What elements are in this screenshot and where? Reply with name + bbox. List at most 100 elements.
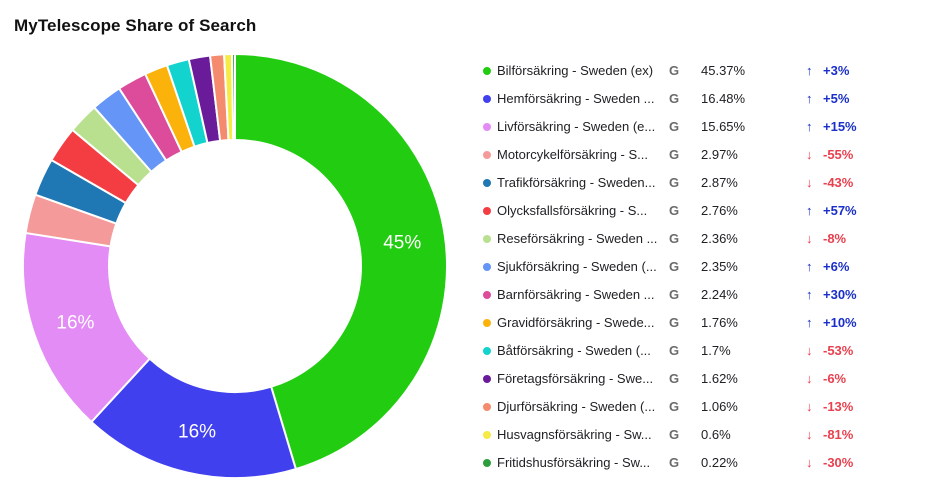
legend-row[interactable]: Fritidshusförsäkring - Sw... G 0.22% ↓ -30% [480, 449, 920, 477]
google-g-icon: G [669, 315, 680, 330]
legend-row[interactable]: Motorcykelförsäkring - S... G 2.97% ↓ -55% [480, 141, 920, 169]
arrow-down-icon: ↓ [806, 455, 813, 470]
legend-row[interactable]: Sjukförsäkring - Sweden (... G 2.35% ↑ +6% [480, 253, 920, 281]
legend-change-value: +6% [823, 259, 850, 274]
legend-share-value: 2.35% [701, 259, 738, 274]
arrow-down-icon: ↓ [806, 371, 813, 386]
legend-label: Trafikförsäkring - Sweden... [497, 175, 656, 190]
legend-label: Motorcykelförsäkring - S... [497, 147, 648, 162]
legend-share-value: 2.97% [701, 147, 738, 162]
arrow-down-icon: ↓ [806, 175, 813, 190]
legend-row[interactable]: Livförsäkring - Sweden (e... G 15.65% ↑ +15% [480, 113, 920, 141]
legend-change-value: +57% [823, 203, 857, 218]
donut-chart: 45% 16% 16% [22, 52, 448, 479]
legend-dot-icon [483, 291, 491, 299]
legend-row[interactable]: Gravidförsäkring - Swede... G 1.76% ↑ +10% [480, 309, 920, 337]
legend-share-value: 1.06% [701, 399, 738, 414]
legend-label: Livförsäkring - Sweden (e... [497, 119, 656, 134]
google-g-icon: G [669, 343, 680, 358]
legend-dot-icon [483, 123, 491, 131]
legend-row[interactable]: Företagsförsäkring - Swe... G 1.62% ↓ -6% [480, 365, 920, 393]
arrow-up-icon: ↑ [806, 259, 813, 274]
legend-row[interactable]: Trafikförsäkring - Sweden... G 2.87% ↓ -43% [480, 169, 920, 197]
google-g-icon: G [669, 287, 680, 302]
legend-change-value: +15% [823, 119, 857, 134]
arrow-up-icon: ↑ [806, 119, 813, 134]
legend-label: Olycksfallsförsäkring - S... [497, 203, 648, 218]
legend-dot-icon [483, 207, 491, 215]
arrow-down-icon: ↓ [806, 427, 813, 442]
legend-dot-icon [483, 235, 491, 243]
legend-row[interactable]: Olycksfallsförsäkring - S... G 2.76% ↑ +57% [480, 197, 920, 225]
legend-change-value: +3% [823, 63, 850, 78]
legend-share-value: 0.22% [701, 455, 738, 470]
arrow-up-icon: ↑ [806, 91, 813, 106]
legend-row[interactable]: Barnförsäkring - Sweden ... G 2.24% ↑ +30% [480, 281, 920, 309]
legend-share-value: 1.62% [701, 371, 738, 386]
legend-row[interactable]: Båtförsäkring - Sweden (... G 1.7% ↓ -53% [480, 337, 920, 365]
arrow-up-icon: ↑ [806, 63, 813, 78]
legend-dot-icon [483, 375, 491, 383]
legend-dot-icon [483, 403, 491, 411]
legend-change-value: +10% [823, 315, 857, 330]
legend-share-value: 1.7% [701, 343, 731, 358]
donut-slice[interactable] [234, 52, 448, 471]
slice-label: 16% [178, 422, 216, 443]
arrow-up-icon: ↑ [806, 203, 813, 218]
legend-dot-icon [483, 151, 491, 159]
google-g-icon: G [669, 371, 680, 386]
legend-change-value: +5% [823, 91, 850, 106]
google-g-icon: G [669, 175, 680, 190]
arrow-down-icon: ↓ [806, 147, 813, 162]
legend-share-value: 2.36% [701, 231, 738, 246]
donut-slice[interactable] [89, 357, 298, 479]
legend-row[interactable]: Bilförsäkring - Sweden (ex) G 45.37% ↑ +3% [480, 57, 920, 85]
legend-row[interactable]: Djurförsäkring - Sweden (... G 1.06% ↓ -13% [480, 393, 920, 421]
google-g-icon: G [669, 427, 680, 442]
legend-change-value: -53% [823, 343, 854, 358]
legend-label: Båtförsäkring - Sweden (... [497, 343, 651, 358]
legend-share-value: 2.24% [701, 287, 738, 302]
google-g-icon: G [669, 231, 680, 246]
legend-label: Hemförsäkring - Sweden ... [497, 91, 655, 106]
legend-dot-icon [483, 95, 491, 103]
legend-share-value: 2.87% [701, 175, 738, 190]
legend-share-value: 45.37% [701, 63, 746, 78]
legend-label: Gravidförsäkring - Swede... [497, 315, 655, 330]
slice-label: 16% [56, 313, 94, 334]
donut-slice[interactable] [231, 52, 236, 142]
legend-share-value: 2.76% [701, 203, 738, 218]
arrow-down-icon: ↓ [806, 399, 813, 414]
legend-label: Sjukförsäkring - Sweden (... [497, 259, 657, 274]
legend-change-value: -55% [823, 147, 854, 162]
slice-label: 45% [383, 232, 421, 253]
arrow-down-icon: ↓ [806, 231, 813, 246]
legend-label: Barnförsäkring - Sweden ... [497, 287, 655, 302]
legend: Bilförsäkring - Sweden (ex) G 45.37% ↑ +3% He… [480, 57, 920, 477]
google-g-icon: G [669, 399, 680, 414]
legend-label: Fritidshusförsäkring - Sw... [497, 455, 651, 470]
legend-dot-icon [483, 67, 491, 75]
legend-row[interactable]: Hemförsäkring - Sweden ... G 16.48% ↑ +5% [480, 85, 920, 113]
google-g-icon: G [669, 119, 680, 134]
legend-change-value: -6% [823, 371, 847, 386]
arrow-down-icon: ↓ [806, 343, 813, 358]
legend-share-value: 15.65% [701, 119, 746, 134]
legend-change-value: -8% [823, 231, 847, 246]
google-g-icon: G [669, 91, 680, 106]
legend-share-value: 1.76% [701, 315, 738, 330]
legend-label: Husvagnsförsäkring - Sw... [497, 427, 652, 442]
google-g-icon: G [669, 147, 680, 162]
google-g-icon: G [669, 455, 680, 470]
legend-label: Djurförsäkring - Sweden (... [497, 399, 656, 414]
chart-title: MyTelescope Share of Search [14, 16, 257, 35]
legend-dot-icon [483, 179, 491, 187]
arrow-up-icon: ↑ [806, 315, 813, 330]
legend-dot-icon [483, 459, 491, 467]
google-g-icon: G [669, 259, 680, 274]
arrow-up-icon: ↑ [806, 287, 813, 302]
legend-change-value: -81% [823, 427, 854, 442]
legend-change-value: -30% [823, 455, 854, 470]
legend-row[interactable]: Reseförsäkring - Sweden ... G 2.36% ↓ -8% [480, 225, 920, 253]
legend-row[interactable]: Husvagnsförsäkring - Sw... G 0.6% ↓ -81% [480, 421, 920, 449]
